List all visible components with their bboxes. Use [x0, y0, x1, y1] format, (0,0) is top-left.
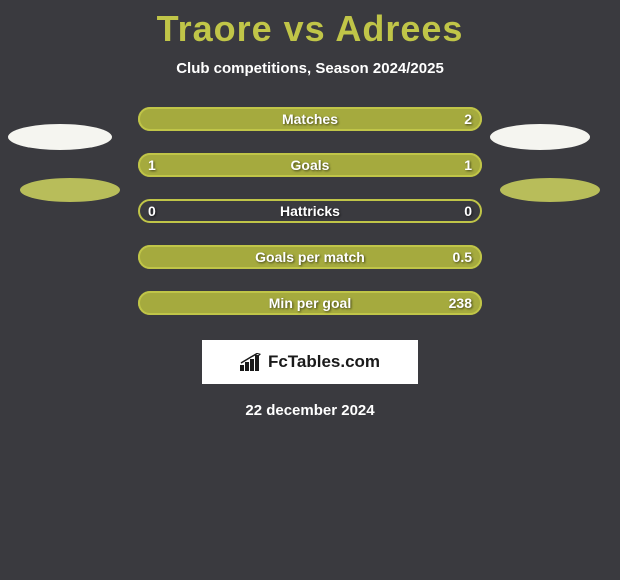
stat-row: 1 Goals 1 [138, 153, 482, 177]
stat-value-right: 0 [464, 203, 472, 219]
stat-value-left: 1 [148, 157, 156, 173]
date-text: 22 december 2024 [245, 402, 374, 419]
decorative-ellipse [8, 124, 112, 150]
stat-value-right: 0.5 [453, 249, 472, 265]
stat-label: Goals per match [255, 249, 365, 265]
stat-value-right: 2 [464, 111, 472, 127]
stat-row: 0 Hattricks 0 [138, 199, 482, 223]
stat-row: Min per goal 238 [138, 291, 482, 315]
decorative-ellipse [500, 178, 600, 202]
stat-value-right: 1 [464, 157, 472, 173]
stat-fill-right [310, 153, 482, 177]
logo-text: FcTables.com [268, 352, 380, 372]
decorative-ellipse [20, 178, 120, 202]
decorative-ellipse [490, 124, 590, 150]
stat-label: Goals [291, 157, 330, 173]
page-subtitle: Club competitions, Season 2024/2025 [176, 60, 444, 77]
stat-fill-left [138, 153, 310, 177]
logo-badge: FcTables.com [202, 340, 418, 384]
stat-row: Goals per match 0.5 [138, 245, 482, 269]
stat-value-right: 238 [449, 295, 472, 311]
chart-icon [240, 353, 262, 371]
stat-label: Hattricks [280, 203, 340, 219]
stat-label: Min per goal [269, 295, 351, 311]
stat-value-left: 0 [148, 203, 156, 219]
stat-label: Matches [282, 111, 338, 127]
stat-row: Matches 2 [138, 107, 482, 131]
page-title: Traore vs Adrees [157, 8, 464, 50]
